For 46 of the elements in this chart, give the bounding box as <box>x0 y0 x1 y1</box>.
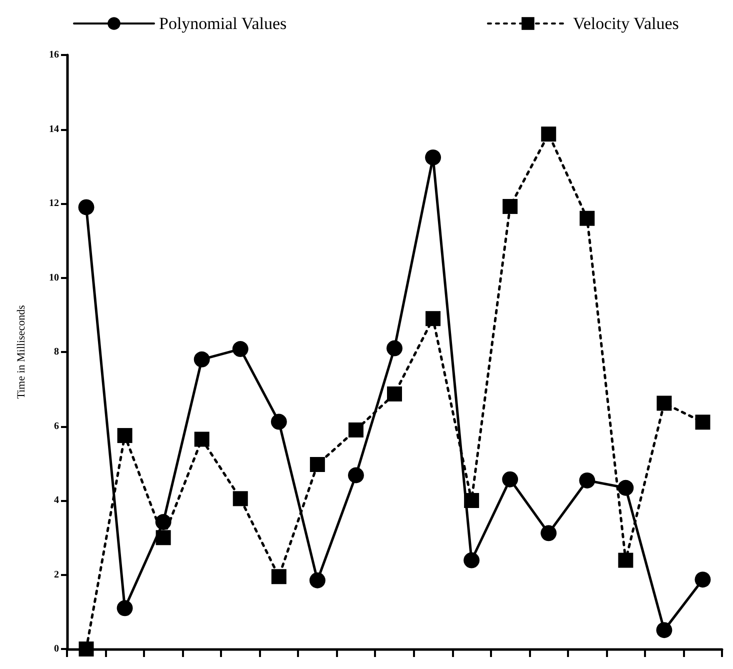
point <box>502 471 518 488</box>
point <box>78 642 94 656</box>
point <box>656 622 672 638</box>
point <box>694 572 711 588</box>
point <box>426 311 441 326</box>
y-tick-label: 2 <box>54 569 59 580</box>
point <box>270 414 287 430</box>
point <box>502 198 518 214</box>
point <box>194 351 210 368</box>
point <box>579 472 596 488</box>
point <box>232 341 248 358</box>
point <box>310 456 325 472</box>
y-tick-label: 0 <box>54 644 59 654</box>
point <box>387 386 402 402</box>
point <box>117 428 132 444</box>
point <box>348 467 364 484</box>
y-tick-label: 8 <box>54 346 59 358</box>
y-axis-title: Time in Milliseconds <box>16 305 28 399</box>
legend-label: Velocity Values <box>572 14 679 33</box>
point <box>464 493 480 508</box>
point <box>425 149 442 166</box>
point <box>580 210 595 226</box>
y-tick-label: 6 <box>54 420 59 432</box>
point <box>656 396 672 411</box>
point <box>271 569 286 584</box>
legend-label: Polynomial Values <box>159 14 287 33</box>
point <box>618 480 634 496</box>
point <box>386 340 402 356</box>
point <box>155 514 172 530</box>
point <box>695 414 710 430</box>
point <box>618 552 634 568</box>
y-tick-label: 12 <box>49 198 59 209</box>
point <box>194 432 210 447</box>
y-tick-label: 10 <box>49 272 59 284</box>
y-tick-label: 4 <box>54 495 59 506</box>
y-tick-label: 16 <box>49 50 59 60</box>
point <box>156 530 171 546</box>
point <box>116 600 133 616</box>
point <box>232 491 248 506</box>
point <box>78 199 94 216</box>
point <box>309 572 326 588</box>
point <box>348 422 364 438</box>
point <box>540 525 557 542</box>
point <box>541 126 556 142</box>
y-tick-label: 14 <box>49 124 59 135</box>
point <box>464 552 480 568</box>
